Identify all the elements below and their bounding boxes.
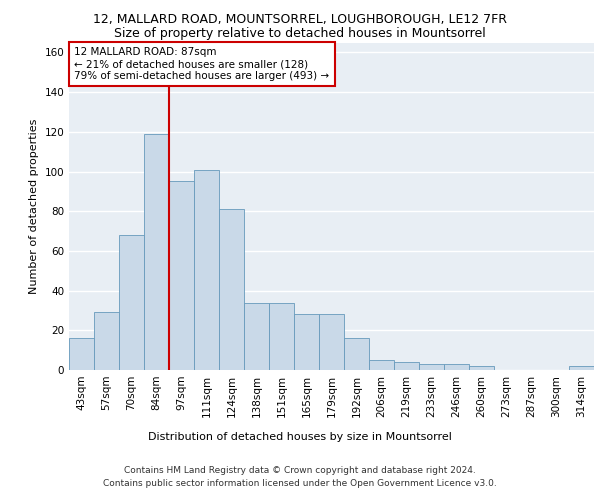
Bar	[244, 302, 269, 370]
Bar	[344, 338, 369, 370]
Bar	[269, 302, 294, 370]
Bar	[94, 312, 119, 370]
Bar	[444, 364, 469, 370]
Text: 12, MALLARD ROAD, MOUNTSORREL, LOUGHBOROUGH, LE12 7FR: 12, MALLARD ROAD, MOUNTSORREL, LOUGHBORO…	[93, 12, 507, 26]
Bar	[119, 235, 144, 370]
Bar	[369, 360, 394, 370]
Text: Contains HM Land Registry data © Crown copyright and database right 2024.
Contai: Contains HM Land Registry data © Crown c…	[103, 466, 497, 487]
Bar	[69, 338, 94, 370]
Bar	[394, 362, 419, 370]
Y-axis label: Number of detached properties: Number of detached properties	[29, 118, 39, 294]
Bar	[169, 182, 194, 370]
Bar	[569, 366, 594, 370]
Bar	[194, 170, 219, 370]
Bar	[469, 366, 494, 370]
Bar	[419, 364, 444, 370]
Bar	[294, 314, 319, 370]
Bar	[144, 134, 169, 370]
Bar	[219, 209, 244, 370]
Text: Size of property relative to detached houses in Mountsorrel: Size of property relative to detached ho…	[114, 28, 486, 40]
Bar	[319, 314, 344, 370]
Text: Distribution of detached houses by size in Mountsorrel: Distribution of detached houses by size …	[148, 432, 452, 442]
Text: 12 MALLARD ROAD: 87sqm
← 21% of detached houses are smaller (128)
79% of semi-de: 12 MALLARD ROAD: 87sqm ← 21% of detached…	[74, 48, 329, 80]
